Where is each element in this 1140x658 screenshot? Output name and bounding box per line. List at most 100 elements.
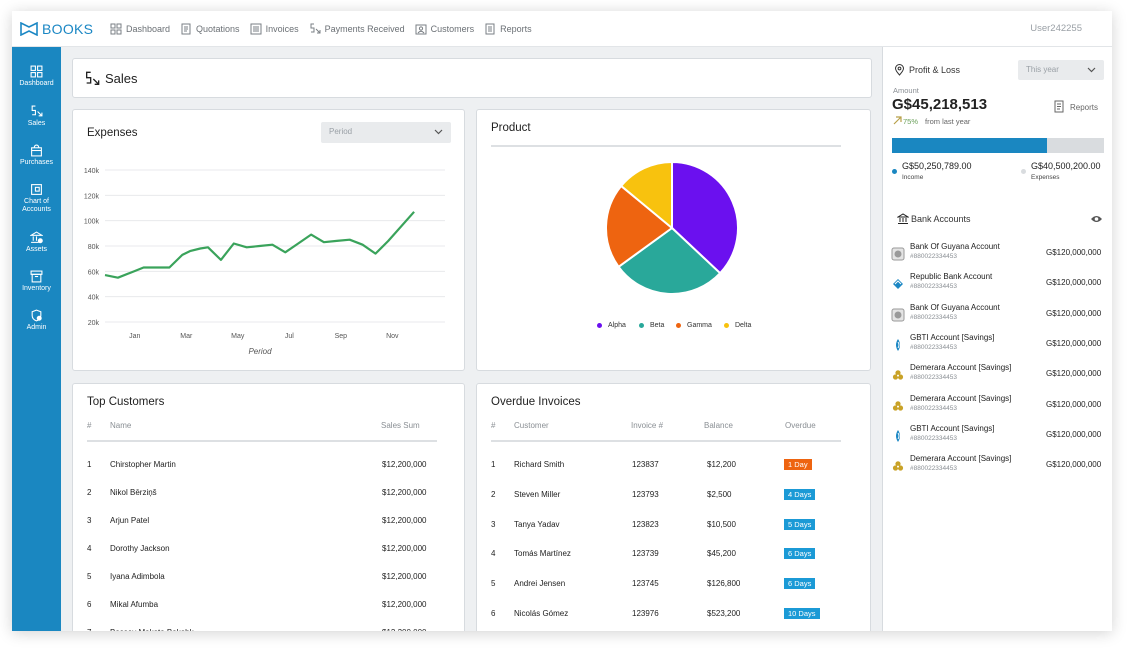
divider — [491, 440, 841, 442]
sidebar-item-assets[interactable]: Assets — [12, 231, 61, 254]
overdue-badge: 6 Days — [784, 578, 816, 590]
period-select[interactable]: Period — [321, 122, 451, 143]
sidebar-item-label: Admin — [26, 324, 47, 331]
table-row[interactable]: 4 Tomás Martínez 123739 $45,200 6 Days — [477, 548, 870, 563]
table-row[interactable]: 3 Arjun Patel $12,200,000 — [73, 516, 464, 530]
bank-account-row[interactable]: Demerara Account [Savings] #880022334453 G… — [883, 361, 1112, 387]
republic-bank-logo — [893, 279, 903, 290]
table-row[interactable]: 1 Richard Smith 123837 $12,200 1 Day — [477, 459, 870, 474]
sidebar-item-label: Assets — [25, 246, 47, 253]
table-row[interactable]: 4 Dorothy Jackson $12,200,000 — [73, 544, 464, 558]
top-customers-title: Top Customers — [87, 396, 165, 408]
bank-account-row[interactable]: GBTI Account [Savings] #880022334453 G$120… — [883, 422, 1112, 448]
legend-swatch — [639, 323, 644, 328]
col-header-name: Name — [110, 421, 132, 430]
table-row[interactable]: 7 Bassey Makata Bakabk $12,200,000 — [73, 628, 464, 631]
right-panel: Profit & Loss This year Amount G$45,218,… — [882, 47, 1112, 631]
nav-label: Quotations — [196, 23, 240, 34]
trend-up-icon — [893, 116, 902, 125]
nav-label: Customers — [430, 23, 475, 34]
table-row[interactable]: 3 Tanya Yadav 123823 $10,500 5 Days — [477, 518, 870, 534]
product-title: Product — [491, 122, 531, 134]
pie-slice-alpha[interactable] — [671, 160, 739, 275]
table-row[interactable]: 2 Steven Miller 123793 $2,500 4 Days — [477, 488, 870, 504]
col-header-invoice: Invoice # — [631, 421, 664, 430]
bank-account-row[interactable]: Republic Bank Account #880022334453 G$120,… — [883, 270, 1112, 296]
sidebar-item-dashboard[interactable]: Dashboard — [12, 65, 61, 88]
bank-balance: G$120,000,000 — [1046, 248, 1102, 257]
nav-label: Payments Received — [324, 23, 405, 34]
demerara-logo — [892, 370, 904, 380]
y-tick-label: 100k — [84, 219, 100, 226]
y-tick-label: 120k — [84, 193, 100, 200]
sidebar-item-sales[interactable]: Sales — [12, 105, 61, 128]
bank-balance: G$120,000,000 — [1046, 399, 1102, 409]
pl-period-select[interactable]: This year — [1018, 60, 1104, 80]
pie-slice-delta[interactable] — [619, 160, 673, 231]
table-row[interactable]: 1 Chirstopher Martin $12,200,000 — [73, 460, 464, 474]
nav-invoices[interactable]: Invoices — [250, 23, 299, 35]
bank-account-row[interactable]: GBTI Account [Savings] #880022334453 G$120… — [883, 331, 1112, 357]
customer-name: Iyana Adimbola — [110, 572, 165, 581]
sidebar-item-inventory[interactable]: Inventory — [12, 270, 61, 293]
pie-slice-beta[interactable] — [617, 226, 722, 295]
legend-beta: Beta — [639, 322, 664, 329]
sidebar-item-admin[interactable]: Admin — [12, 309, 61, 332]
col-header-number: # — [87, 421, 92, 430]
row-number: 6 — [87, 600, 92, 609]
nav-dashboard[interactable]: Dashboard — [110, 23, 170, 35]
income-label: Income — [902, 174, 924, 181]
bank-balance: G$120,000,000 — [1046, 369, 1102, 379]
balance: $10,500 — [707, 519, 736, 529]
product-panel: Product Alpha Beta Gamma Delta — [476, 109, 871, 371]
income-value: G$50,250,789.00 — [902, 161, 972, 171]
bank-account-row[interactable]: Bank Of Guyana Account #880022334453 G$120… — [883, 301, 1112, 327]
pie-slice-gamma[interactable] — [605, 184, 674, 269]
row-number: 1 — [87, 460, 92, 469]
expenses-line-chart: 20k 40k 60k 80k 100k 120k 140k Jan Mar May Jul Sep N… — [84, 168, 445, 356]
nav-customers[interactable]: Customers — [415, 23, 475, 35]
table-row[interactable]: 5 Andrei Jensen 123745 $126,800 6 Days — [477, 578, 870, 593]
invoice-number: 123823 — [632, 519, 659, 529]
x-tick-label: Jul — [285, 333, 294, 340]
gbti-logo — [896, 429, 900, 442]
table-row[interactable]: 6 Mikal Afumba $12,200,000 — [73, 600, 464, 614]
income-expense-bar — [892, 138, 1104, 153]
table-row[interactable]: 2 Nikol Bērziņš $12,200,000 — [73, 488, 464, 502]
brand[interactable]: BOOKS — [20, 21, 100, 37]
y-tick-label: 140k — [84, 168, 100, 175]
bank-account-row[interactable]: Demerara Account [Savings] #880022334453 G… — [883, 392, 1112, 418]
sales-sum: $12,200,000 — [382, 544, 427, 553]
col-header-sales-sum: Sales Sum — [381, 421, 420, 430]
legend-label: Delta — [735, 322, 752, 329]
table-row[interactable]: 5 Iyana Adimbola $12,200,000 — [73, 572, 464, 586]
bank-account-number: #880022334453 — [910, 465, 957, 473]
bank-account-row[interactable]: Bank Of Guyana Account #880022334453 G$120… — [883, 240, 1112, 266]
sales-sum: $12,200,000 — [382, 488, 427, 497]
bank-account-row[interactable]: Demerara Account [Savings] #880022334453 G… — [883, 452, 1112, 478]
nav-payments-received[interactable]: Payments Received — [309, 23, 405, 35]
eye-icon[interactable] — [1090, 214, 1103, 224]
nav-reports[interactable]: Reports — [484, 23, 532, 35]
invoice-number: 123745 — [632, 579, 659, 589]
sales-sum: $12,200,000 — [382, 600, 427, 609]
y-tick-label: 60k — [88, 269, 100, 276]
row-number: 2 — [491, 489, 496, 499]
expenses-panel: Expenses Period 20k 40k 60k 80k 100k 120k 140k… — [72, 109, 465, 371]
overdue-badge: 10 Days — [784, 608, 820, 619]
chevron-down-icon — [434, 129, 443, 135]
bank-account-number: #880022334453 — [910, 404, 957, 412]
sidebar-item-chart-of-accounts[interactable]: Chart of Accounts — [12, 183, 61, 214]
income-dot — [892, 169, 897, 174]
sidebar-item-purchases[interactable]: Purchases — [12, 144, 61, 167]
income-bar-fill — [892, 138, 1047, 153]
reports-link[interactable]: Reports — [1070, 103, 1099, 112]
table-row[interactable]: 6 Nicolás Gómez 123976 $523,200 10 Days — [477, 608, 870, 623]
chevron-down-icon — [1087, 67, 1096, 73]
sales-icon — [86, 71, 100, 85]
nav-label: Invoices — [265, 23, 299, 34]
nav-quotations[interactable]: Quotations — [180, 23, 240, 35]
user-name[interactable]: User242255 — [1030, 23, 1082, 34]
bank-balance: G$120,000,000 — [1046, 338, 1102, 348]
expenses-title: Expenses — [87, 127, 138, 139]
